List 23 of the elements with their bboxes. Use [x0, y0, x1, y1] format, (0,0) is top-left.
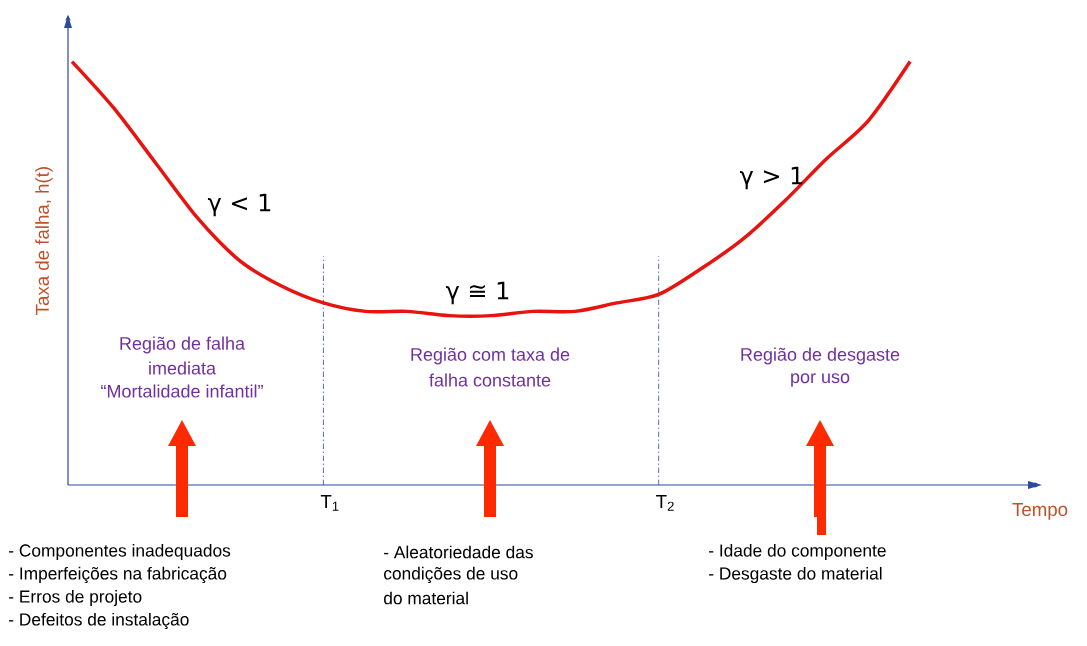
annotation: Região com taxa de: [411, 347, 570, 365]
text: do material: [384, 591, 468, 605]
annotation: Região de desgaste: [741, 347, 900, 365]
text: condições de uso: [384, 566, 518, 584]
x-tick-label: T$_{2}$: [656, 495, 674, 511]
annotation: Região de falha: [120, 336, 246, 354]
text: - Defeitos de instalação: [9, 612, 189, 630]
annotation: imediata: [149, 361, 217, 375]
text: - Aleatoriedade das: [384, 545, 533, 559]
text: - Erros de projeto: [9, 589, 142, 607]
x-axis-title: Tempo: [1012, 503, 1068, 520]
x-tick-label: T$_{1}$: [320, 495, 339, 511]
annotation: γ > 1: [739, 166, 803, 190]
text: - Imperfeições na fabricação: [9, 566, 227, 584]
annotation: falha constante: [429, 373, 551, 387]
text: - Idade do componente: [709, 543, 886, 561]
y-axis-title: Taxa de falha, h(t): [35, 167, 53, 315]
annotation: “Mortalidade infantil”: [101, 384, 263, 398]
text: - Componentes inadequados: [9, 543, 231, 561]
text: - Desgaste do material: [709, 566, 882, 584]
annotation: por uso: [791, 373, 850, 387]
annotation: γ ≅ 1: [445, 281, 509, 305]
annotation: γ < 1: [207, 193, 271, 217]
